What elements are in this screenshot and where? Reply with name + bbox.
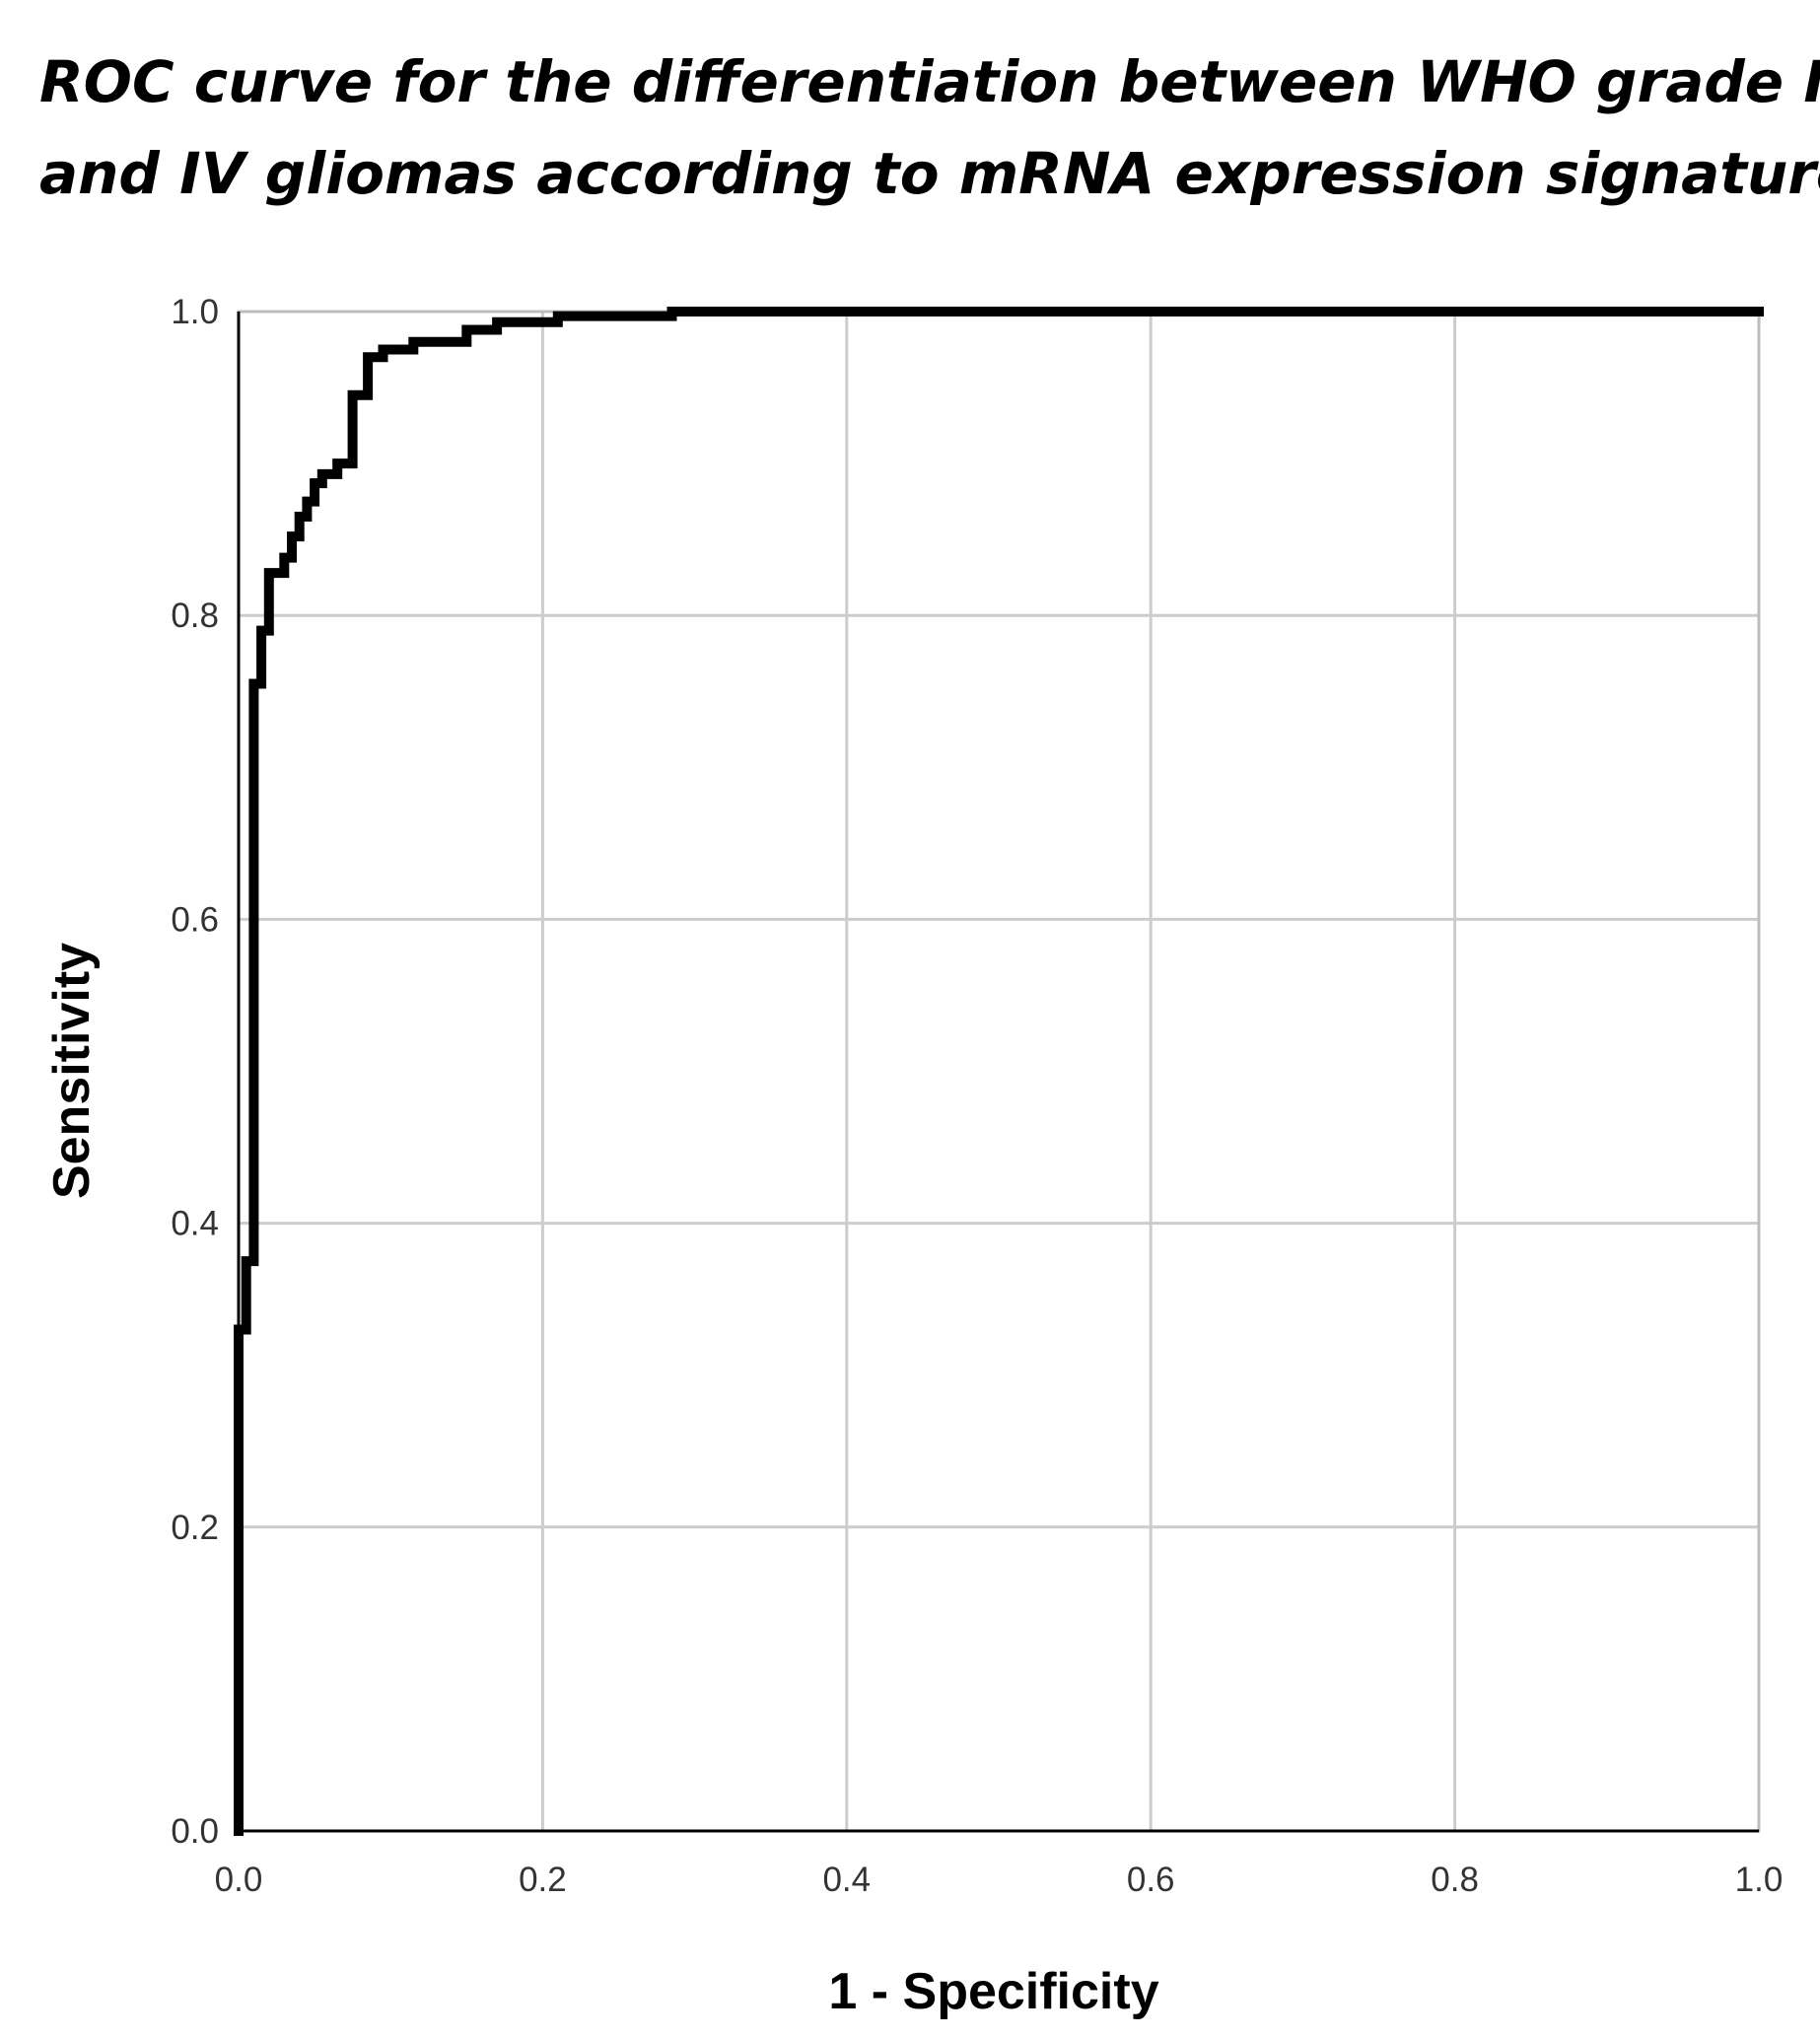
y-tick-label: 1.0 [171, 293, 219, 331]
x-tick-label: 0.8 [1431, 1861, 1479, 1899]
chart-title-line-2: and IV gliomas according to mRNA express… [39, 140, 1820, 207]
chart-title-line-1: ROC curve for the differentiation betwee… [39, 48, 1820, 115]
y-tick-label: 0.0 [171, 1812, 219, 1851]
plot-frame [237, 310, 1761, 1833]
x-axis-ticks: 0.0 0.2 0.4 0.6 0.8 1.0 [215, 1861, 1784, 1899]
y-axis-ticks: 0.0 0.2 0.4 0.6 0.8 1.0 [171, 293, 219, 1851]
x-tick-label: 0.0 [215, 1861, 263, 1899]
y-tick-label: 0.4 [171, 1205, 219, 1243]
grid [239, 312, 1759, 1831]
roc-curve-line [234, 307, 1764, 1836]
y-tick-label: 0.8 [171, 597, 219, 635]
y-tick-label: 0.2 [171, 1509, 219, 1547]
y-tick-label: 0.6 [171, 900, 219, 939]
x-tick-label: 0.2 [519, 1861, 567, 1899]
x-tick-label: 1.0 [1735, 1861, 1784, 1899]
x-axis-title: 1 - Specificity [828, 1963, 1158, 2020]
series-layer [234, 307, 1764, 1836]
x-tick-label: 0.4 [822, 1861, 871, 1899]
plot-border [237, 310, 1761, 1833]
x-tick-label: 0.6 [1127, 1861, 1175, 1899]
y-axis-title: Sensitivity [43, 943, 101, 1199]
